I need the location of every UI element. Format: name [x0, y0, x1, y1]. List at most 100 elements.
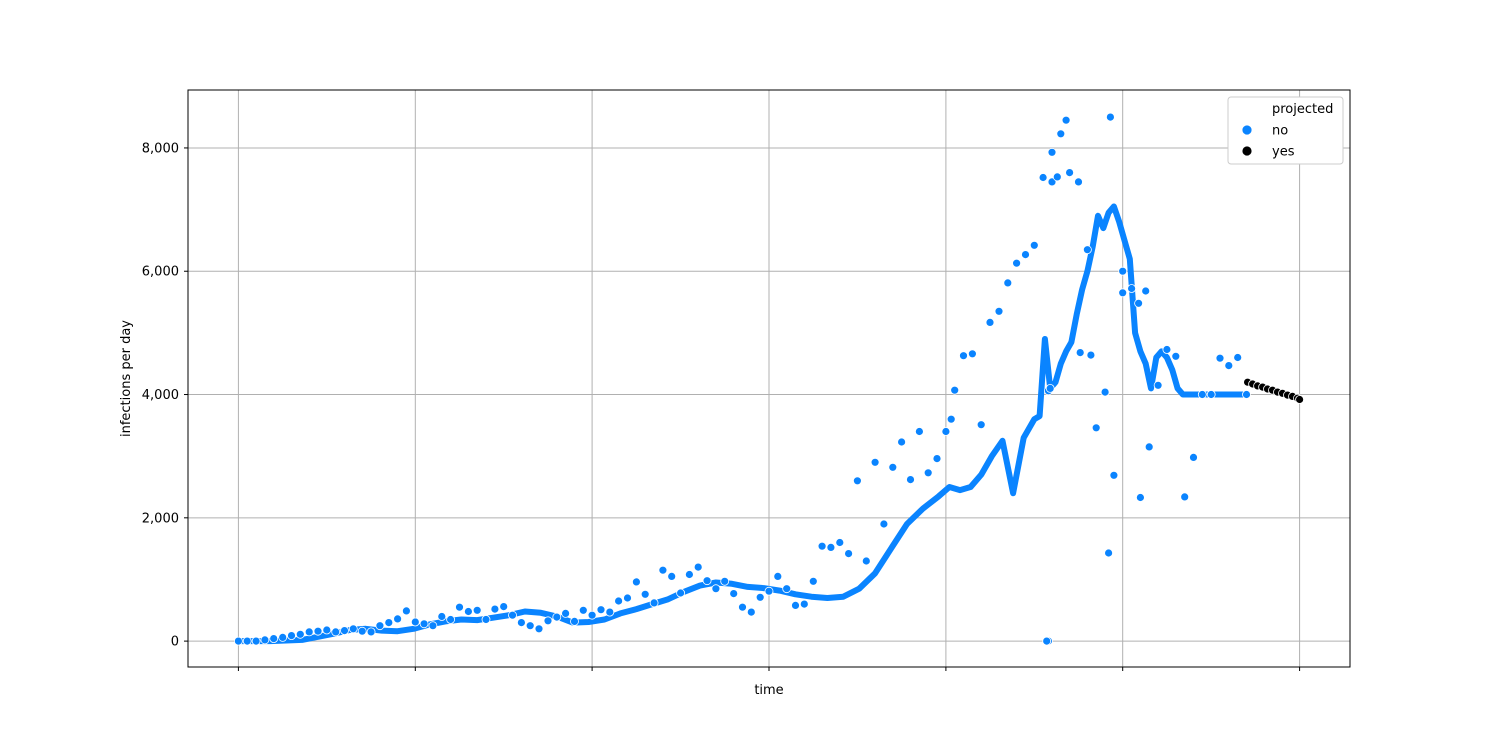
- data-point-no: [1233, 353, 1243, 362]
- data-point-no: [941, 427, 951, 436]
- data-point-no: [844, 549, 853, 558]
- data-point-no: [1104, 548, 1113, 558]
- legend-title: projected: [1272, 102, 1333, 117]
- legend-label-no: no: [1272, 124, 1288, 139]
- data-point-no: [667, 572, 677, 581]
- data-point-no: [853, 476, 862, 486]
- data-point-no: [1045, 383, 1055, 393]
- data-point-no: [1100, 387, 1110, 397]
- data-point-no: [1003, 278, 1013, 288]
- data-point-no: [1047, 147, 1057, 157]
- data-point-no: [897, 437, 906, 447]
- data-point-no: [693, 562, 703, 572]
- data-point-no: [1224, 361, 1234, 371]
- data-point-no: [1061, 115, 1071, 125]
- data-point-no: [976, 420, 986, 430]
- data-points-layer: [233, 112, 1304, 646]
- data-point-no: [490, 604, 500, 614]
- trend-line-no: [235, 203, 1250, 645]
- data-point-no: [1042, 636, 1052, 646]
- data-point-no: [1118, 288, 1128, 298]
- data-point-no: [773, 572, 783, 581]
- data-point-no: [1206, 390, 1216, 399]
- data-point-no: [446, 615, 456, 624]
- data-point-no: [915, 427, 924, 436]
- data-point-no: [437, 612, 447, 621]
- data-point-no: [826, 543, 836, 552]
- data-point-no: [755, 592, 765, 602]
- data-point-no: [985, 317, 995, 327]
- data-point-no: [269, 634, 279, 643]
- data-point-no: [906, 475, 915, 485]
- data-point-no: [1065, 168, 1074, 178]
- data-point-no: [950, 385, 960, 395]
- y-tick-label: 2,000: [142, 511, 179, 526]
- data-point-no: [295, 629, 305, 639]
- data-point-no: [428, 621, 438, 631]
- grid-lines: [188, 90, 1350, 667]
- data-point-no: [720, 576, 730, 586]
- data-point-no: [640, 589, 650, 599]
- data-point-no: [968, 349, 977, 359]
- data-point-no: [1075, 348, 1085, 358]
- data-point-no: [331, 627, 341, 637]
- data-point-no: [455, 602, 464, 612]
- data-point-no: [702, 576, 712, 586]
- data-point-no: [1109, 470, 1119, 480]
- data-point-no: [1086, 350, 1096, 360]
- data-point-no: [879, 519, 889, 529]
- legend-box: [1227, 96, 1344, 165]
- data-point-no: [1029, 240, 1039, 250]
- data-point-no: [1136, 493, 1145, 502]
- data-point-no: [1106, 112, 1115, 122]
- data-point-no: [278, 633, 288, 642]
- data-point-no: [552, 612, 562, 622]
- data-point-no: [463, 607, 473, 616]
- data-point-no: [1171, 351, 1181, 361]
- data-point-no: [525, 621, 535, 631]
- data-point-no: [1153, 380, 1163, 390]
- data-point-no: [649, 598, 659, 608]
- data-point-no: [1074, 177, 1083, 187]
- data-point-no: [605, 607, 615, 617]
- data-point-no: [561, 609, 570, 618]
- data-point-no: [870, 457, 880, 467]
- data-point-no: [251, 636, 261, 646]
- data-point-no: [817, 541, 827, 551]
- data-point-no: [959, 351, 968, 361]
- y-tick-label: 8,000: [142, 141, 179, 156]
- data-point-no: [304, 627, 314, 637]
- data-point-no: [242, 636, 252, 646]
- data-point-no: [888, 462, 898, 472]
- data-point-no: [932, 454, 942, 464]
- data-point-no: [729, 589, 739, 598]
- data-point-no: [946, 414, 956, 424]
- data-point-no: [410, 617, 420, 627]
- data-point-no: [1091, 423, 1101, 433]
- y-tick-label: 4,000: [142, 388, 179, 403]
- data-point-no: [791, 601, 800, 610]
- legend-marker-no: [1241, 124, 1253, 136]
- data-point-no: [1083, 245, 1092, 255]
- data-point-no: [658, 565, 668, 575]
- data-point-no: [1141, 286, 1151, 296]
- data-point-no: [587, 610, 597, 620]
- data-point-no: [1144, 442, 1154, 452]
- data-point-no: [1127, 284, 1136, 293]
- data-point-no: [1047, 177, 1057, 187]
- data-point-no: [357, 626, 367, 636]
- data-point-no: [1056, 129, 1066, 139]
- legend-label-yes: yes: [1272, 145, 1295, 160]
- data-point-no: [517, 618, 526, 627]
- data-point-no: [1189, 452, 1198, 462]
- data-point-no: [1215, 353, 1225, 363]
- legend: projected no yes: [1227, 96, 1344, 165]
- data-point-no: [923, 468, 933, 478]
- data-point-no: [614, 596, 623, 606]
- data-point-no: [1162, 345, 1172, 354]
- data-point-no: [1021, 250, 1030, 260]
- y-tick-label: 0: [171, 635, 179, 650]
- data-point-no: [419, 619, 429, 629]
- data-point-no: [632, 577, 641, 587]
